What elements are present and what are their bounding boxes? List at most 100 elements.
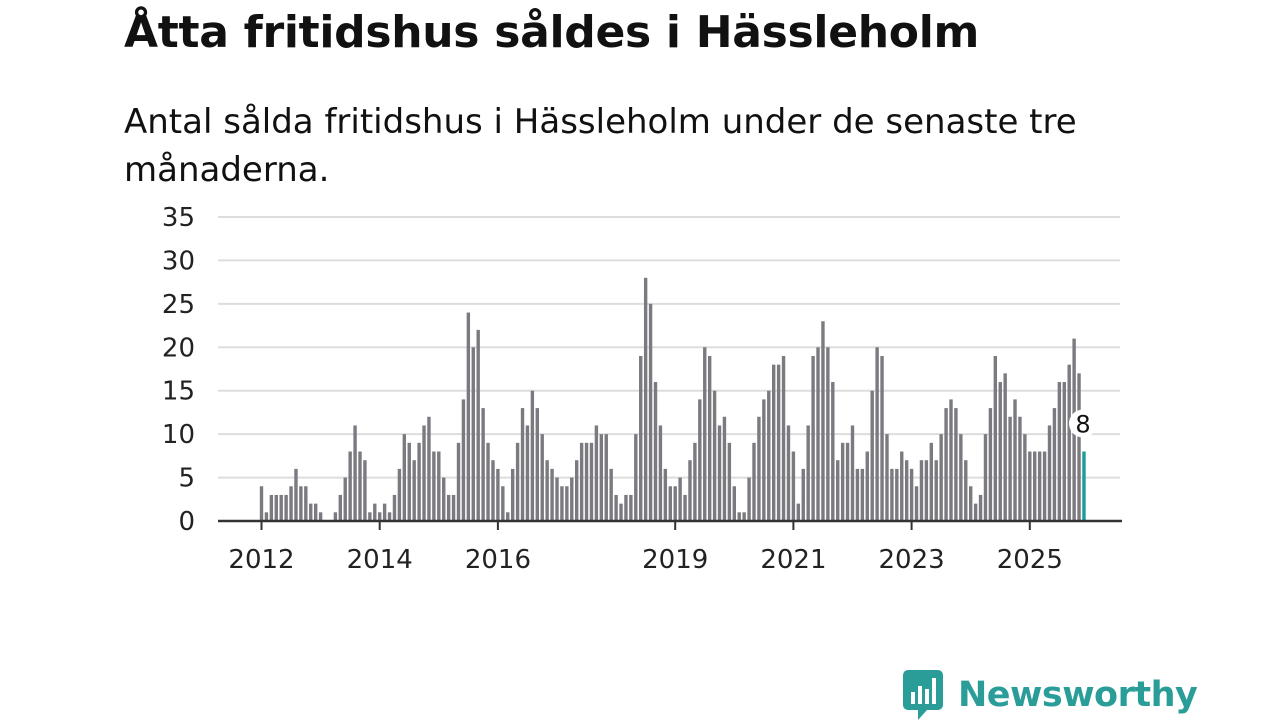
bar <box>501 486 505 521</box>
bar <box>831 382 835 521</box>
y-tick-label: 10 <box>162 420 195 450</box>
bar <box>471 347 475 521</box>
bar <box>895 468 899 521</box>
bar <box>890 468 894 521</box>
bar <box>643 277 648 521</box>
bar <box>456 442 461 521</box>
bar <box>387 512 392 521</box>
bar <box>762 399 766 521</box>
bar <box>422 425 426 521</box>
bar <box>909 468 914 521</box>
bar <box>589 442 594 521</box>
bar <box>816 347 820 521</box>
bar <box>402 434 407 521</box>
bar <box>732 486 736 521</box>
bar <box>584 442 589 521</box>
bar <box>476 329 480 521</box>
bar <box>599 434 604 521</box>
bar-highlight <box>1082 451 1086 521</box>
x-tick-label: 2021 <box>760 545 826 575</box>
bar <box>343 477 347 521</box>
bar <box>688 460 692 521</box>
y-tick-label: 5 <box>178 464 195 494</box>
bar <box>353 425 357 521</box>
bar <box>796 503 801 521</box>
bar <box>959 434 963 521</box>
bar <box>550 468 554 521</box>
bar <box>274 494 278 521</box>
bars <box>259 277 1086 521</box>
chart-title: Åtta fritidshus såldes i Hässleholm <box>124 7 980 58</box>
bar <box>855 468 860 521</box>
bar <box>461 399 466 521</box>
bar <box>747 477 751 521</box>
x-tick-label: 2019 <box>642 545 708 575</box>
bar <box>1013 399 1017 521</box>
bar <box>624 494 628 521</box>
annotations: 8 <box>1068 409 1097 439</box>
bar <box>348 451 352 521</box>
bar <box>801 468 805 521</box>
bar <box>609 468 613 521</box>
bar <box>294 468 298 521</box>
bar <box>338 494 342 521</box>
bar <box>781 355 786 521</box>
bar <box>707 355 712 521</box>
bar <box>1003 373 1007 521</box>
bar <box>845 442 850 521</box>
bar <box>865 451 869 521</box>
bar <box>993 355 998 521</box>
bar <box>634 434 638 521</box>
bar <box>284 494 288 521</box>
annotation-background <box>1068 409 1097 438</box>
bar <box>264 512 269 521</box>
bar <box>481 408 485 521</box>
x-tick-label: 2023 <box>879 545 945 575</box>
bar <box>515 442 520 521</box>
bar <box>427 416 431 521</box>
bar <box>304 486 308 521</box>
bar <box>1077 373 1081 521</box>
bar <box>466 312 471 521</box>
bar <box>998 382 1002 521</box>
bar <box>776 364 781 521</box>
bar <box>530 390 535 521</box>
bar <box>313 503 318 521</box>
bar <box>673 486 677 521</box>
bar <box>712 390 717 521</box>
bar <box>579 442 584 521</box>
bar <box>299 486 303 521</box>
y-tick-label: 25 <box>162 290 195 320</box>
bar <box>717 425 722 521</box>
bar <box>949 399 953 521</box>
bar <box>683 494 687 521</box>
bar <box>333 512 338 521</box>
bar <box>639 355 643 521</box>
bar <box>1042 451 1047 521</box>
newsworthy-logo-icon <box>903 670 943 720</box>
bar <box>722 416 727 521</box>
bar <box>821 321 825 521</box>
bar <box>904 460 909 521</box>
bar <box>944 408 948 521</box>
bar <box>693 442 697 521</box>
bar <box>1037 451 1042 521</box>
bar <box>934 460 938 521</box>
bar <box>727 442 732 521</box>
bar <box>555 477 559 521</box>
bar <box>806 425 810 521</box>
bar <box>491 460 495 521</box>
bar <box>525 425 530 521</box>
bar <box>451 494 456 521</box>
bar <box>678 477 682 521</box>
bar <box>570 477 574 521</box>
bar <box>510 468 515 521</box>
newsworthy-logo[interactable]: Newsworthy <box>903 670 1198 720</box>
bar <box>752 442 756 521</box>
annotation-value-label: 8 <box>1075 411 1090 439</box>
bar <box>358 451 362 521</box>
bar <box>619 503 623 521</box>
bar <box>279 494 283 521</box>
bar <box>875 347 879 521</box>
bar <box>742 512 746 521</box>
